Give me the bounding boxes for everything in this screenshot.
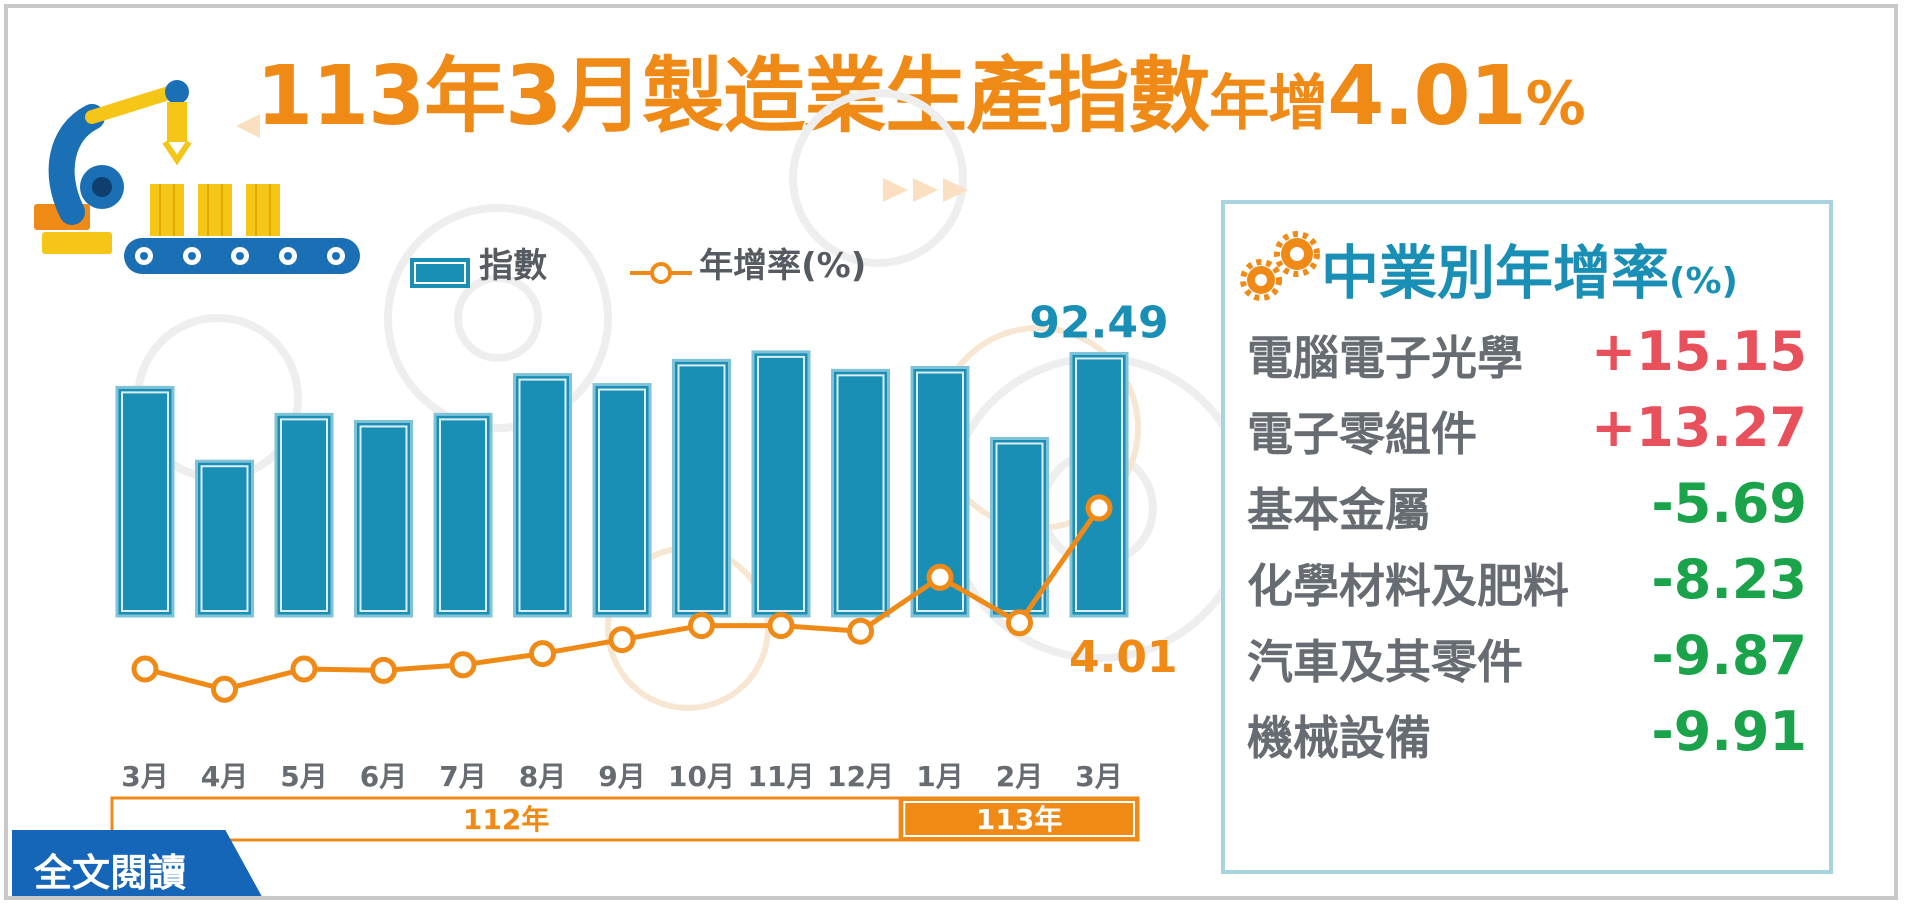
year-band: [110, 796, 902, 842]
month-tick-label: 8月: [519, 760, 566, 793]
bar-inner-outline: [916, 371, 964, 612]
panel-title-unit: (%): [1669, 261, 1738, 302]
industry-name: 汽車及其零件: [1247, 635, 1523, 689]
industry-growth-panel: 中業別年增率(%) 電腦電子光學 +15.15 電子零組件 +13.27 基本金屬 -5.…: [1221, 200, 1833, 874]
industry-row: 化學材料及肥料 -8.23: [1247, 544, 1807, 616]
bar: [513, 373, 572, 618]
legend-bar-swatch: [410, 257, 470, 288]
year-band-label: 113年: [976, 803, 1062, 836]
growth-point: [1006, 609, 1033, 637]
title-growth-value: 4.01: [1327, 49, 1526, 144]
industry-row: 電腦電子光學 +15.15: [1247, 316, 1807, 388]
bar-inner-outline: [757, 355, 805, 612]
industry-growth-value: -8.23: [1651, 548, 1807, 611]
bar: [751, 350, 811, 618]
growth-point: [529, 640, 556, 668]
bar: [990, 437, 1049, 618]
month-tick-label: 7月: [439, 760, 486, 793]
title-main: 113年3月製造業生產指數: [256, 49, 1210, 144]
infographic-frame: 113年3月製造業生產指數年增4.01%: [4, 4, 1898, 900]
title-growth-label: 年增: [1209, 69, 1328, 139]
month-tick-label: 1月: [916, 760, 963, 793]
bar-inner-outline: [518, 378, 567, 612]
growth-point: [211, 675, 238, 703]
industry-row: 汽車及其零件 -9.87: [1247, 620, 1807, 692]
growth-point: [290, 655, 318, 683]
bar: [195, 459, 254, 618]
panel-title-text: 中業別年增率: [1321, 239, 1670, 307]
industry-growth-value: -5.69: [1651, 472, 1807, 535]
month-tick-label: 2月: [996, 760, 1043, 793]
index-data-label: 92.49: [1029, 297, 1168, 348]
month-tick-label: 12月: [827, 760, 894, 793]
bar: [672, 358, 731, 618]
growth-point: [449, 651, 477, 679]
bar: [1069, 351, 1129, 618]
industry-row: 電子零組件 +13.27: [1247, 392, 1807, 464]
bar: [831, 368, 890, 618]
industry-name: 電子零組件: [1247, 407, 1477, 461]
growth-point: [926, 563, 954, 591]
bar-inner-outline: [598, 388, 646, 613]
legend-item-growth: 年增率(%): [628, 238, 866, 293]
growth-point: [1085, 494, 1113, 522]
legend-label-growth: 年增率(%): [699, 246, 867, 286]
growth-point: [370, 656, 397, 684]
panel-title: 中業別年增率(%): [1321, 226, 1738, 310]
legend-line-swatch: [630, 261, 692, 284]
month-tick-label: 5月: [280, 760, 327, 793]
growth-point: [767, 612, 795, 640]
industry-row: 機械設備 -9.91: [1247, 696, 1807, 768]
bar-inner-outline: [200, 465, 249, 612]
industry-name: 電腦電子光學: [1247, 331, 1523, 385]
industry-growth-value: -9.87: [1651, 624, 1807, 687]
bar: [433, 412, 493, 618]
year-band-label: 112年: [463, 803, 549, 836]
bar: [274, 412, 334, 618]
month-tick-label: 11月: [748, 760, 815, 793]
industry-growth-value: +13.27: [1590, 396, 1807, 459]
read-full-text-button[interactable]: 全文閱讀: [12, 830, 266, 896]
bar-inner-outline: [1075, 357, 1123, 612]
month-tick-label: 10月: [668, 760, 735, 793]
bar-inner-outline: [677, 364, 726, 612]
industry-growth-value: +15.15: [1590, 320, 1807, 383]
growth-point: [688, 612, 715, 640]
industry-growth-value: -9.91: [1651, 700, 1807, 763]
year-band-inner: [903, 801, 1135, 837]
month-tick-label: 6月: [360, 760, 407, 793]
bar: [354, 419, 413, 618]
bar-inner-outline: [836, 374, 885, 612]
read-full-text-label: 全文閱讀: [34, 851, 187, 895]
year-band: [898, 796, 1140, 842]
page-title: 113年3月製造業生產指數年增4.01%: [256, 56, 1586, 139]
industry-name: 化學材料及肥料: [1247, 559, 1569, 613]
growth-point: [847, 617, 874, 645]
robot-arm-icon: [34, 80, 360, 274]
chart-area: 92.49 4.01 3月 4月 5月 6月 7月 8月 9月 10月 11月 12月 1月 2月 3月 11…: [110, 297, 1178, 842]
month-tick-label: 4月: [201, 760, 248, 793]
growth-data-label: 4.01: [1069, 632, 1178, 683]
legend-item-index: 指數: [408, 238, 547, 293]
growth-point: [131, 655, 159, 683]
industry-row: 基本金屬 -5.69: [1247, 468, 1807, 540]
bar-inner-outline: [359, 425, 408, 612]
bar: [115, 385, 175, 618]
bar-inner-outline: [280, 418, 328, 612]
gears-icon: [1240, 231, 1320, 301]
industry-name: 機械設備: [1247, 711, 1431, 765]
legend-label-index: 指數: [479, 246, 548, 286]
bar: [592, 383, 652, 618]
title-percent: %: [1525, 69, 1586, 139]
month-tick-label: 9月: [598, 760, 645, 793]
month-tick-label: 3月: [1075, 760, 1122, 793]
growth-point: [608, 626, 636, 654]
month-tick-label: 3月: [121, 760, 168, 793]
industry-name: 基本金屬: [1247, 483, 1431, 537]
bar-inner-outline: [439, 418, 487, 612]
bar-inner-outline: [121, 391, 169, 612]
